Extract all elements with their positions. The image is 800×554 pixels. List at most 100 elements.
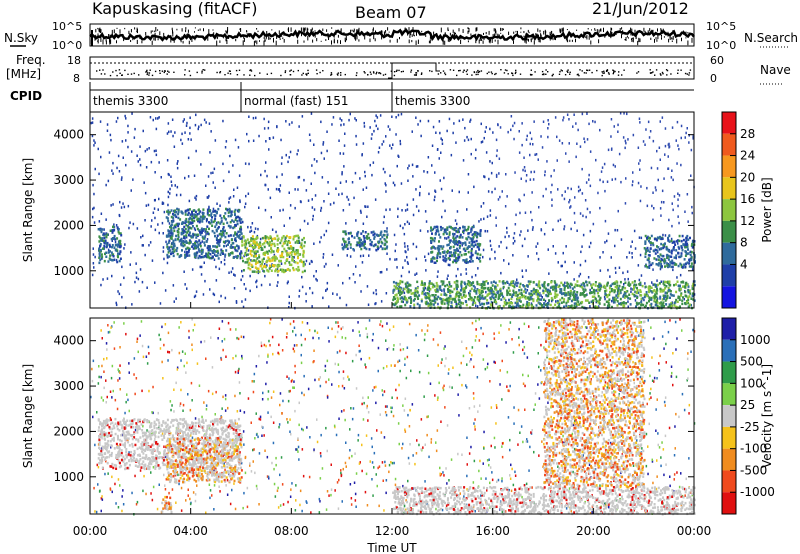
- echo-cell: [478, 244, 481, 247]
- echo-cell: [292, 246, 295, 250]
- echo-cell: [270, 244, 273, 247]
- echo-cell: [288, 261, 291, 264]
- freq-sample: [655, 69, 658, 71]
- echo-cell: [687, 220, 689, 223]
- echo-cell: [289, 241, 291, 244]
- echo-cell: [670, 252, 673, 255]
- echo-cell: [142, 234, 144, 238]
- echo-cell: [251, 222, 254, 225]
- freq-sample: [552, 73, 554, 76]
- noise-sample: [159, 36, 161, 38]
- echo-cell: [197, 219, 199, 223]
- echo-cell: [409, 284, 412, 287]
- echo-cell: [602, 251, 604, 254]
- echo-cell: [102, 278, 104, 281]
- echo-cell: [482, 287, 485, 290]
- noise-sample: [360, 30, 362, 33]
- echo-cell: [431, 299, 434, 303]
- echo-cell: [312, 218, 314, 221]
- echo-cell: [320, 206, 323, 210]
- echo-cell: [690, 297, 693, 300]
- echo-cell: [675, 298, 678, 302]
- echo-cell: [446, 301, 449, 305]
- echo-cell: [208, 221, 210, 224]
- echo-cell: [471, 275, 473, 279]
- echo-cell: [137, 277, 140, 281]
- echo-cell: [410, 300, 413, 303]
- echo-cell: [591, 286, 593, 290]
- echo-cell: [290, 253, 293, 257]
- echo-cell: [286, 268, 289, 271]
- echo-cell: [173, 209, 175, 213]
- echo-cell: [287, 280, 289, 283]
- noise-sample: [275, 40, 277, 46]
- echo-cell: [510, 128, 512, 132]
- echo-cell: [570, 299, 573, 303]
- echo-cell: [437, 230, 440, 233]
- echo-cell: [661, 303, 664, 306]
- echo-cell: [285, 252, 288, 256]
- noise-sample: [161, 36, 163, 41]
- echo-cell: [281, 173, 283, 176]
- echo-cell: [616, 291, 619, 294]
- echo-cell: [574, 283, 577, 286]
- echo-cell: [291, 250, 293, 254]
- echo-cell: [597, 301, 600, 304]
- echo-cell: [215, 250, 218, 253]
- noise-sample: [170, 35, 172, 38]
- echo-cell: [242, 259, 244, 263]
- echo-cell: [342, 238, 345, 241]
- cpid-row: themis 3300 normal (fast) 151 themis 3300: [89, 82, 694, 112]
- echo-cell: [508, 289, 511, 292]
- echo-cell: [283, 247, 286, 251]
- echo-cell: [208, 227, 210, 231]
- noise-sample: [345, 35, 347, 41]
- echo-cell: [208, 207, 210, 211]
- echo-cell: [532, 290, 535, 294]
- noise-sample: [453, 33, 455, 38]
- echo-cell: [115, 120, 118, 123]
- echo-cell: [105, 241, 108, 245]
- echo-cell: [475, 239, 478, 243]
- echo-cell: [246, 238, 249, 241]
- echo-cell: [221, 250, 224, 253]
- freq-sample: [227, 72, 229, 74]
- echo-cell: [625, 302, 628, 305]
- echo-cell: [374, 243, 377, 246]
- echo-cell: [153, 199, 156, 202]
- echo-cell: [485, 290, 487, 294]
- echo-cell: [527, 280, 530, 283]
- echo-cell: [516, 302, 519, 305]
- echo-cell: [584, 199, 587, 202]
- echo-cell: [683, 297, 685, 301]
- echo-cell: [418, 209, 420, 213]
- echo-cell: [655, 263, 658, 266]
- echo-cell: [448, 258, 451, 261]
- echo-cell: [302, 255, 305, 258]
- echo-cell: [599, 206, 601, 210]
- echo-cell: [428, 297, 430, 300]
- echo-cell: [293, 260, 295, 263]
- echo-cell: [514, 223, 517, 226]
- noise-sample: [411, 40, 413, 43]
- echo-cell: [475, 148, 477, 152]
- echo-cell: [219, 232, 222, 236]
- echo-cell: [112, 258, 115, 262]
- noise-sample: [355, 33, 357, 37]
- freq-sample: [547, 71, 549, 73]
- echo-cell: [102, 239, 105, 243]
- noise-sample: [685, 31, 687, 35]
- echo-cell: [666, 294, 669, 298]
- echo-cell: [425, 220, 428, 223]
- noise-sample: [661, 35, 662, 37]
- echo-cell: [423, 170, 425, 173]
- echo-cell: [689, 292, 692, 295]
- echo-cell: [510, 280, 513, 283]
- echo-cell: [569, 292, 572, 296]
- echo-cell: [188, 218, 191, 221]
- noise-sample: [306, 31, 308, 33]
- echo-cell: [269, 236, 272, 239]
- noise-sample: [282, 37, 284, 40]
- echo-cell: [407, 248, 409, 251]
- echo-cell: [196, 218, 199, 221]
